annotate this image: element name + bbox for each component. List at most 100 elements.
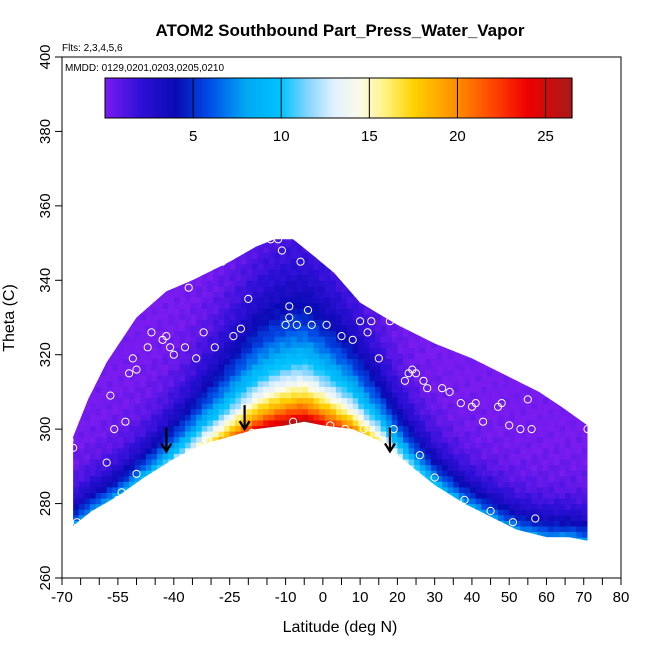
colorbar-swatch [490,78,494,118]
field-cell [268,380,276,387]
field-cell [514,453,521,460]
field-cell [62,470,68,476]
field-cell [492,481,499,488]
observation-point [400,376,409,385]
field-cell [151,458,158,466]
field-cell [430,431,438,438]
field-cell [123,447,130,454]
field-cell [168,330,175,337]
field-cell [525,470,533,477]
field-cell [240,369,248,376]
field-cell [145,397,153,404]
field-cell [157,358,164,365]
field-cell [531,408,538,415]
x-tick-label: 50 [501,589,518,606]
field-cell [302,263,309,270]
colorbar-swatch [361,78,365,118]
dates-label: MMDD: 0129,0201,0203,0205,0210 [65,63,224,74]
field-cell [565,470,572,477]
field-cell [129,419,136,427]
field-cell [73,514,80,521]
field-cell [537,442,544,449]
field-cell [414,425,421,432]
field-cell [324,358,331,365]
field-cell [419,380,426,387]
field-cell [330,380,337,387]
field-cell [492,425,499,432]
field-cell [397,431,404,438]
field-cell [352,425,359,432]
field-cell [464,391,471,399]
field-cell [514,397,521,404]
colorbar-frame [104,77,573,119]
field-cell [464,380,471,387]
field-cell [492,470,499,477]
field-cell [257,341,264,348]
field-cell [402,324,410,332]
field-cell [201,369,208,376]
field-cell [73,436,80,443]
field-cell [475,492,482,499]
field-cell [525,514,533,521]
field-cell [576,425,583,432]
field-cell [565,475,572,482]
field-cell [380,408,387,415]
field-cell [408,386,415,393]
field-cell [190,375,197,382]
field-cell [302,241,309,248]
field-cell [525,525,533,533]
field-cell [475,431,482,438]
field-cell [84,475,91,482]
field-cell [380,425,387,432]
field-cell [207,274,214,281]
field-cell [386,386,393,393]
field-cell [470,352,477,360]
field-cell [268,408,276,415]
colorbar: 5 10 15 20 25 [104,77,573,145]
field-cell [212,330,220,337]
field-cell [335,352,343,360]
colorbar-swatch [520,78,524,118]
field-cell [101,369,108,376]
field-cell [151,375,158,382]
field-cell [531,497,538,505]
field-cell [134,375,141,382]
field-cell [593,537,599,543]
field-cell [481,425,488,432]
field-cell [112,447,119,454]
field-cell [520,442,527,449]
field-cell [218,414,225,421]
field-cell [319,302,326,309]
field-cell [285,274,292,281]
field-cell [581,486,588,493]
field-cell [330,375,337,382]
field-cell [414,358,421,365]
field-cell [330,414,337,421]
field-cell [363,319,371,326]
field-cell [408,425,415,432]
field-cell [129,397,136,404]
field-cell [179,431,186,438]
field-cell [224,330,231,337]
field-cell [229,308,236,315]
field-cell [73,458,80,466]
field-cell [520,380,527,387]
field-cell [375,408,382,415]
field-cell [307,285,315,293]
colorbar-swatch [415,78,419,118]
field-cell [324,330,331,337]
field-cell [565,492,572,499]
field-cell [380,386,387,393]
field-cell [296,341,303,348]
field-cell [330,291,337,298]
field-cell [458,414,466,421]
field-cell [313,269,320,276]
field-cell [593,431,599,437]
field-cell [240,274,248,281]
field-cell [268,352,276,360]
field-cell [430,375,438,382]
field-cell [358,397,365,404]
field-cell [486,391,494,399]
colorbar-swatch [247,78,251,118]
field-cell [525,531,533,538]
